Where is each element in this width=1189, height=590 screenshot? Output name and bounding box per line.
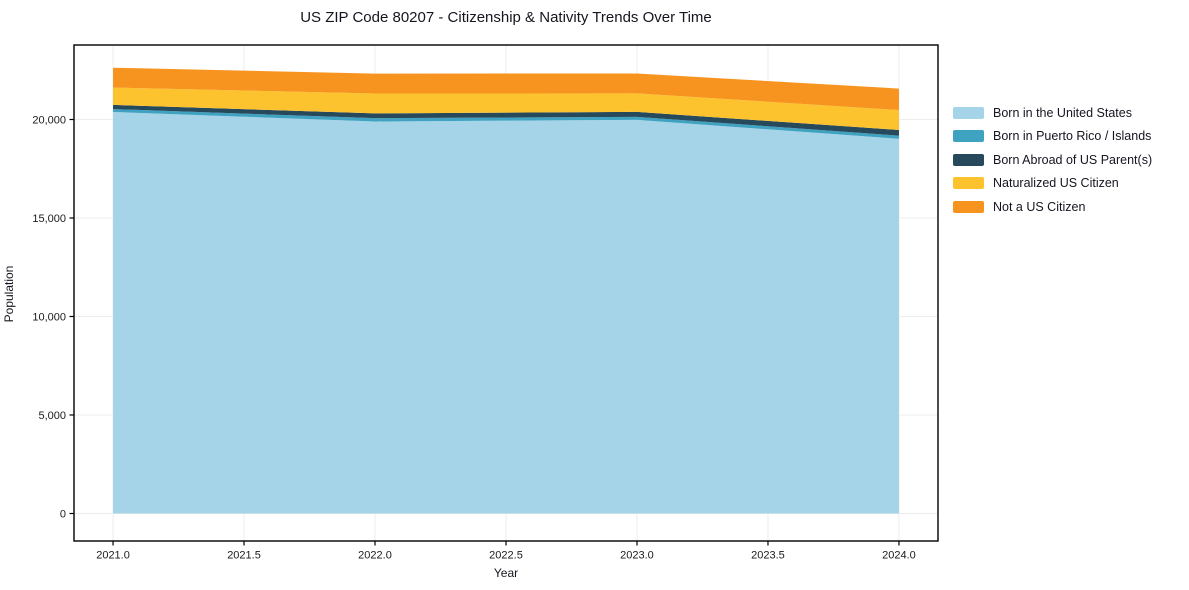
x-tick-label: 2021.0 <box>96 550 130 562</box>
y-tick-label: 0 <box>60 508 66 520</box>
legend-item-label: Born Abroad of US Parent(s) <box>993 152 1153 167</box>
legend-item: Naturalized US Citizen <box>953 172 1152 196</box>
x-axis-label: Year <box>493 566 519 580</box>
area-born-in-the-united-states <box>113 112 899 514</box>
legend-item-label: Naturalized US Citizen <box>993 176 1119 191</box>
y-tick-label: 20,000 <box>32 114 66 126</box>
area-born-in-puerto-rico-islands <box>113 109 899 139</box>
legend-swatch <box>953 200 984 213</box>
legend-swatch <box>953 130 984 143</box>
legend-item: Born in Puerto Rico / Islands <box>953 125 1152 149</box>
legend-item-label: Born in Puerto Rico / Islands <box>993 129 1152 144</box>
y-tick-label: 15,000 <box>32 213 66 225</box>
legend-swatch <box>953 153 984 166</box>
area-naturalized-us-citizen <box>113 87 899 130</box>
x-tick-label: 2022.0 <box>358 550 392 562</box>
legend-swatch <box>953 106 984 119</box>
legend-swatch <box>953 177 984 190</box>
x-tick-label: 2023.5 <box>751 550 785 562</box>
legend: Born in the United States Born in Puerto … <box>953 101 1152 219</box>
legend-item: Born in the United States <box>953 101 1152 125</box>
legend-item-label: Not a US Citizen <box>993 199 1086 214</box>
legend-item: Not a US Citizen <box>953 195 1152 219</box>
y-axis-label: Population <box>2 265 16 323</box>
chart-title: US ZIP Code 80207 - Citizenship & Nativi… <box>300 9 712 26</box>
legend-item-label: Born in the United States <box>993 105 1132 120</box>
legend-item: Born Abroad of US Parent(s) <box>953 148 1152 172</box>
y-tick-label: 10,000 <box>32 311 66 323</box>
y-tick-label: 5,000 <box>38 410 66 422</box>
area-not-a-us-citizen <box>113 67 899 111</box>
area-born-abroad-of-us-parent-s- <box>113 104 899 136</box>
x-tick-label: 2024.0 <box>882 550 916 562</box>
x-tick-label: 2023.0 <box>620 550 654 562</box>
x-tick-label: 2021.5 <box>227 550 261 562</box>
x-tick-label: 2022.5 <box>489 550 523 562</box>
